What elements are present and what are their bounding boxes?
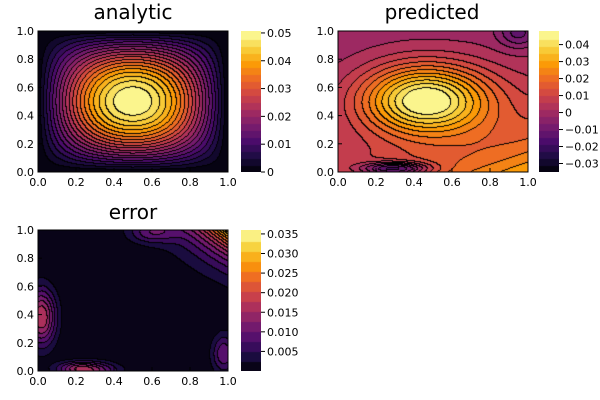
y-ticks-analytic: 0.0 0.2 0.4 0.6 0.8 1.0 [17, 25, 42, 179]
y-tick-label: 0.0 [17, 166, 35, 179]
panel-predicted: predicted 0.0 0.2 0.4 0.6 0.8 1.0 0.00.20.40.… [317, 0, 599, 189]
colorbar-tick-label: 0.01 [565, 90, 590, 103]
x-tick-label: 0.4 [105, 375, 123, 388]
x-tick-label: 0.0 [329, 176, 347, 189]
colorbar-tick-label: −0.02 [565, 141, 599, 154]
y-tick-label: 0.8 [17, 252, 35, 265]
x-tick-label: 0.8 [181, 375, 199, 388]
y-tick-label: 0.6 [317, 81, 335, 94]
x-ticks-analytic: 0.0 0.2 0.4 0.6 0.8 1.0 [29, 168, 237, 189]
title-error: error [109, 200, 158, 224]
colorbar-tick-label: 0.015 [267, 306, 299, 319]
y-ticks-predicted: 0.0 0.2 0.4 0.6 0.8 1.0 [317, 25, 342, 179]
colorbar-tick-label: 0 [267, 166, 274, 179]
y-tick-label: 0.8 [17, 53, 35, 66]
colorbar-tick-label: 0.03 [565, 56, 590, 69]
title-analytic: analytic [94, 0, 173, 24]
colorbar-tick-label: 0.010 [267, 326, 299, 339]
plot-frame-error [37, 229, 229, 372]
x-tick-label: 1.0 [219, 176, 237, 189]
colorbar-ticks-predicted: 0.04 0.03 0.02 0.01 0 −0.01 −0.02 −0.03 [559, 39, 599, 171]
y-tick-label: 1.0 [17, 25, 35, 38]
y-tick-label: 0.8 [317, 53, 335, 66]
colorbar-tick-label: −0.03 [565, 158, 599, 171]
y-tick-label: 0.0 [317, 166, 335, 179]
x-tick-label: 0.2 [67, 176, 85, 189]
colorbar-error [241, 230, 261, 371]
colorbar-ticks-error: 0.035 0.030 0.025 0.020 0.015 0.010 0.005 [261, 228, 299, 358]
plot-frame-predicted [337, 30, 529, 173]
y-tick-label: 0.4 [17, 110, 35, 123]
y-tick-label: 0.2 [317, 138, 335, 151]
x-tick-label: 0.2 [367, 176, 385, 189]
y-tick-label: 0.2 [17, 138, 35, 151]
x-tick-label: 0.4 [105, 176, 123, 189]
plot-frame-analytic [37, 30, 229, 173]
colorbar-tick-label: 0.02 [565, 73, 590, 86]
panel-analytic: analytic 0.0 0.2 0.4 0.6 0.8 1.0 0.0 0.2 0.4 0.6… [17, 0, 292, 189]
y-tick-label: 0.6 [17, 280, 35, 293]
panel-error: error 0.0 0.2 0.4 0.6 0.8 1.0 0.0 0.2 0.4 0.6 0.8… [17, 200, 299, 388]
colorbar-tick-label: 0.01 [267, 138, 292, 151]
y-tick-label: 1.0 [17, 224, 35, 237]
colorbar-tick-label: 0.020 [267, 287, 299, 300]
colorbar-analytic [241, 31, 261, 172]
heatmap-predicted [338, 31, 528, 172]
colorbar-tick-label: 0.04 [267, 55, 292, 68]
x-tick-label: 0.8 [181, 176, 199, 189]
colorbar-ticks-analytic: 0 0.01 0.02 0.03 0.04 0.05 [261, 27, 292, 179]
colorbar-predicted [539, 31, 559, 172]
colorbar-tick-label: 0 [565, 107, 572, 120]
x-ticks-predicted: 0.0 0.2 0.4 0.6 0.8 1.0 [329, 168, 537, 189]
y-tick-label: 1.0 [317, 25, 335, 38]
x-tick-label: 1.0 [219, 375, 237, 388]
x-tick-label: 0.0 [29, 176, 47, 189]
x-ticks-error: 0.0 0.2 0.4 0.6 0.8 1.0 [29, 367, 237, 388]
colorbar-tick-label: 0.02 [267, 110, 292, 123]
colorbar-tick-label: 0.035 [267, 228, 299, 241]
colorbar-tick-label: 0.03 [267, 83, 292, 96]
title-predicted: predicted [385, 0, 480, 24]
x-tick-label: 1.0 [519, 176, 537, 189]
y-tick-label: 0.4 [317, 110, 335, 123]
heatmap-analytic [38, 31, 228, 172]
x-tick-label: 0.2 [67, 375, 85, 388]
y-tick-label: 0.4 [17, 309, 35, 322]
x-tick-label: 0.4 [405, 176, 423, 189]
heatmap-error [38, 230, 228, 371]
x-tick-label: 0.8 [481, 176, 499, 189]
x-tick-label: 0.6 [143, 375, 161, 388]
colorbar-tick-label: 0.04 [565, 39, 590, 52]
colorbar-tick-label: 0.05 [267, 27, 292, 40]
y-tick-label: 0.6 [17, 81, 35, 94]
x-tick-label: 0.0 [29, 375, 47, 388]
colorbar-tick-label: −0.01 [565, 124, 599, 137]
y-ticks-error: 0.0 0.2 0.4 0.6 0.8 1.0 [17, 224, 42, 378]
y-tick-label: 0.0 [17, 365, 35, 378]
x-tick-label: 0.6 [443, 176, 461, 189]
colorbar-tick-label: 0.005 [267, 345, 299, 358]
x-tick-label: 0.6 [143, 176, 161, 189]
y-tick-label: 0.2 [17, 337, 35, 350]
colorbar-tick-label: 0.025 [267, 267, 299, 280]
colorbar-tick-label: 0.030 [267, 248, 299, 261]
